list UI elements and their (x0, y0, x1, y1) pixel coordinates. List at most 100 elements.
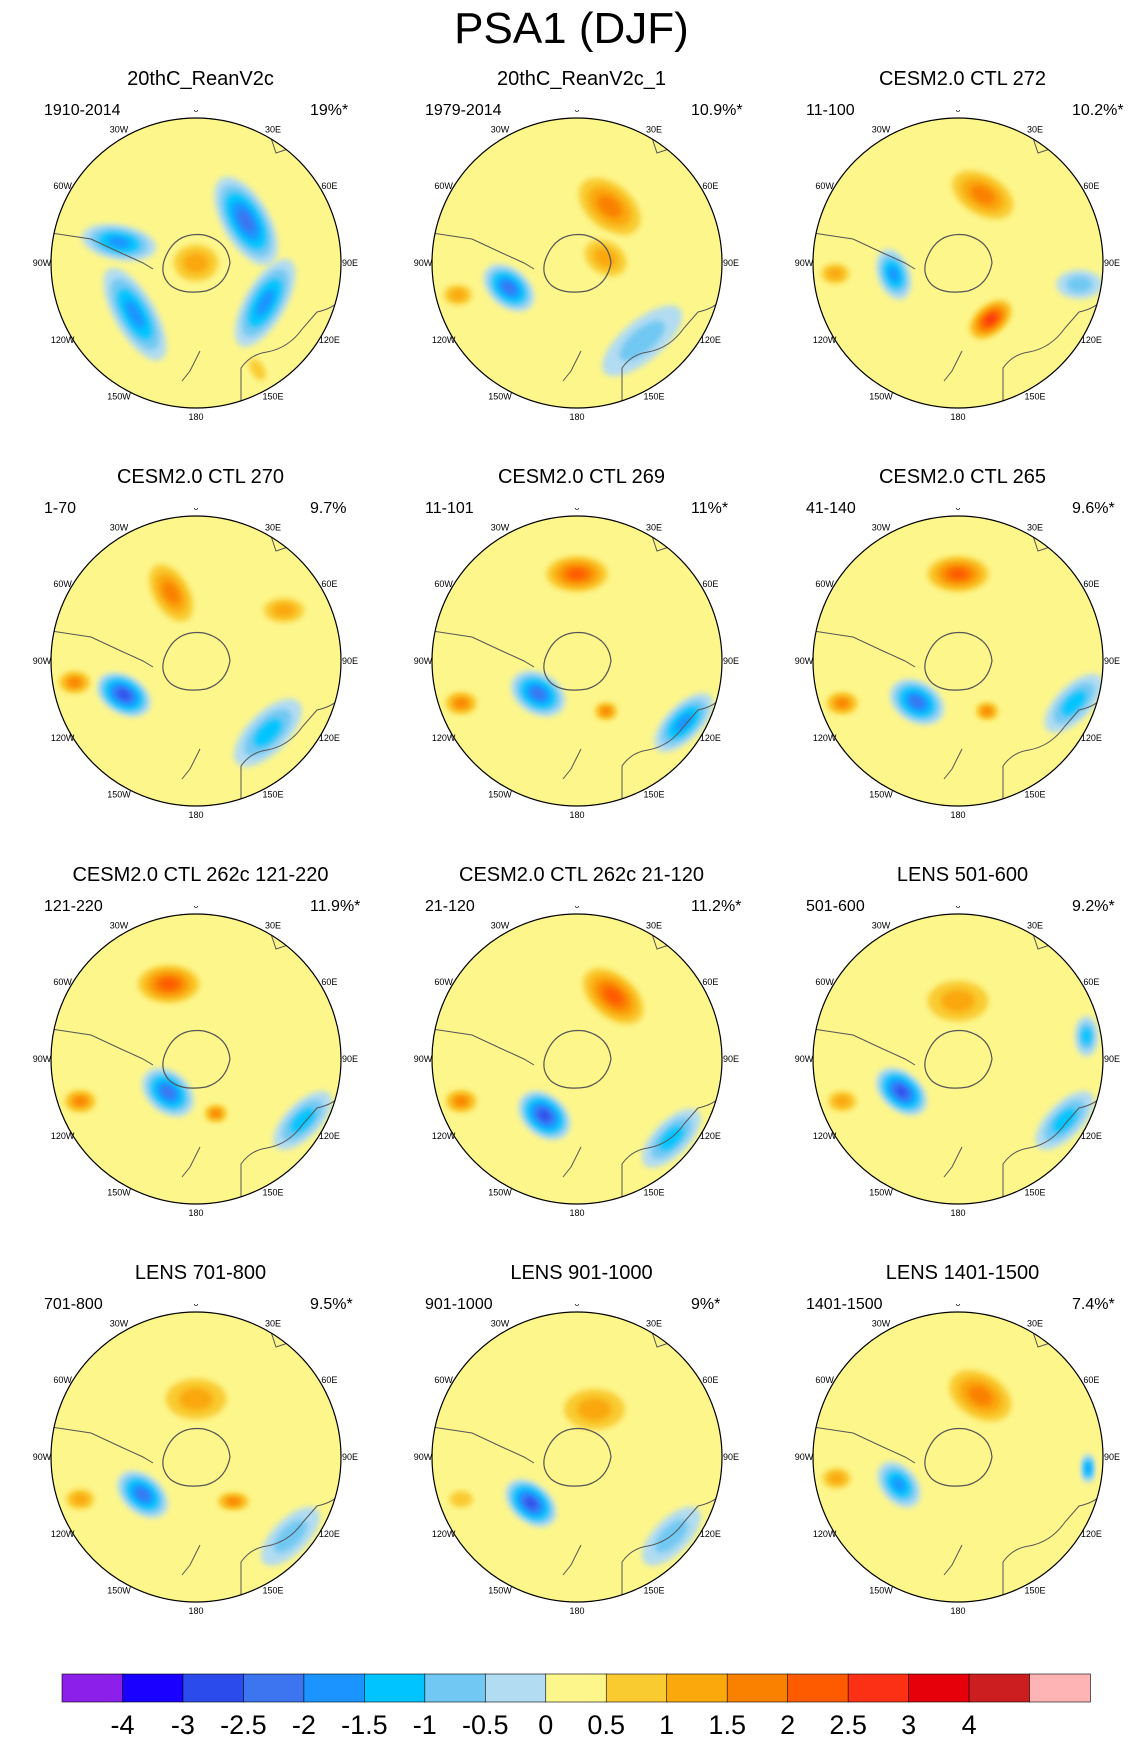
map-border (812, 515, 1104, 807)
map-panel: CESM2.0 CTL 262c 121-220 121-220 11.9%* 0 30… (10, 864, 391, 1262)
longitude-label: 0 (193, 906, 198, 910)
longitude-label: 60W (434, 977, 453, 987)
map-background (432, 1312, 722, 1602)
panel-variance: 10.2%* (1072, 102, 1124, 119)
map-background (432, 914, 722, 1204)
longitude-label: 150W (107, 1585, 131, 1595)
map-panel: CESM2.0 CTL 270 1-70 9.7% 0 30E 60E 90E 120E 150… (10, 466, 391, 864)
anomaly-contour (970, 185, 995, 205)
anomaly-contour (982, 707, 992, 715)
antarctica-outline (924, 1029, 993, 1089)
longitude-label: 0 (193, 110, 198, 114)
polar-map: 0 30E 60E 90E 120E 150E 180 150W 120W 90W 60W 30W (414, 110, 739, 422)
colorbar-label: -4 (110, 1710, 134, 1738)
longitude-label: 150E (643, 1585, 664, 1595)
longitude-label: 30E (265, 125, 281, 135)
map-border (812, 117, 1104, 409)
map-background (813, 914, 1103, 1204)
panel-period: 41-140 (806, 500, 856, 517)
longitude-label: 60E (702, 579, 718, 589)
australia-outline (240, 1093, 341, 1204)
panel-variance: 11%* (691, 500, 729, 517)
longitude-label: 60W (53, 1375, 72, 1385)
south-america-outline (432, 1028, 535, 1066)
south-america-outline (51, 630, 154, 668)
longitude-label: 120E (700, 335, 721, 345)
longitude-label: 90W (33, 258, 52, 268)
longitude-label: 60E (321, 579, 337, 589)
south-america-outline (51, 1028, 154, 1066)
anomaly-contour (118, 690, 130, 700)
longitude-label: 90W (414, 1054, 433, 1064)
colorbar-label: 4 (962, 1710, 977, 1738)
longitude-label: 60W (434, 1375, 453, 1385)
longitude-label: 150W (488, 789, 512, 799)
anomaly-contour (1062, 691, 1086, 715)
map-border (431, 913, 723, 1205)
anomaly-contour (136, 1488, 149, 1501)
colorbar-label: 3 (901, 1710, 916, 1738)
anomaly-contour (72, 1493, 89, 1505)
australia-outline (1002, 1093, 1103, 1204)
australia-outline (1002, 297, 1103, 408)
longitude-label: 150W (107, 789, 131, 799)
anomaly-contour (455, 1096, 468, 1106)
south-america-outline (813, 630, 916, 668)
colorbar-label: -2 (292, 1710, 316, 1738)
anomaly-contour (107, 236, 131, 248)
new-zealand-outline (562, 1544, 582, 1576)
longitude-label: 30W (872, 1319, 891, 1329)
colorbar-swatch (303, 1673, 366, 1703)
south-america-outline (432, 630, 535, 668)
anomaly-contour (577, 1397, 612, 1421)
longitude-label: 120E (1081, 1529, 1102, 1539)
longitude-label: 120W (813, 1529, 837, 1539)
longitude-label: 0 (574, 906, 579, 910)
colorbar-swatch (726, 1673, 789, 1703)
longitude-label: 120E (319, 335, 340, 345)
longitude-label: 30E (1027, 125, 1043, 135)
new-zealand-outline (562, 1146, 582, 1178)
longitude-label: 90W (414, 656, 433, 666)
longitude-label: 180 (569, 810, 584, 820)
antarctica-outline (924, 631, 993, 691)
longitude-label: 150W (488, 1585, 512, 1595)
new-zealand-outline (181, 1544, 201, 1576)
longitude-label: 150W (107, 1187, 131, 1197)
longitude-label: 120W (813, 1131, 837, 1141)
longitude-label: 90E (723, 1452, 739, 1462)
anomaly-contour (255, 289, 275, 317)
longitude-label: 120W (813, 733, 837, 743)
longitude-label: 30E (646, 1319, 662, 1329)
panel-title: LENS 701-800 (134, 1262, 267, 1284)
anomaly-contour (940, 989, 976, 1013)
anomaly-contour (162, 581, 180, 605)
new-zealand-outline (943, 1146, 963, 1178)
polar-map: 0 30E 60E 90E 120E 150E 180 150W 120W 90W 60W 30W (33, 508, 358, 820)
longitude-label: 120W (51, 733, 75, 743)
map-border (50, 1311, 342, 1603)
longitude-label: 150E (262, 1187, 283, 1197)
colorbar-label: 1 (659, 1710, 674, 1738)
new-zealand-outline (181, 748, 201, 780)
map-panel: LENS 701-800 701-800 9.5%* 0 30E 60E 90E 120E 15… (10, 1262, 391, 1660)
longitude-label: 120W (51, 1529, 75, 1539)
colorbar-label: 1.5 (708, 1710, 746, 1738)
longitude-label: 150E (262, 1585, 283, 1595)
longitude-label: 60W (53, 977, 72, 987)
anomaly-contour (828, 1472, 845, 1485)
longitude-label: 90E (723, 258, 739, 268)
longitude-label: 150E (643, 1187, 664, 1197)
longitude-label: 60E (702, 977, 718, 987)
anomaly-contour (836, 698, 849, 708)
anomaly-contour (272, 603, 296, 618)
colorbar-label: 0.5 (587, 1710, 625, 1738)
longitude-label: 30E (646, 921, 662, 931)
longitude-label: 30E (646, 523, 662, 533)
longitude-label: 60E (321, 181, 337, 191)
longitude-label: 0 (955, 110, 960, 114)
anomaly-contour (601, 707, 611, 715)
longitude-label: 180 (188, 1208, 203, 1218)
antarctica-outline (924, 1427, 993, 1487)
longitude-label: 30E (265, 921, 281, 931)
